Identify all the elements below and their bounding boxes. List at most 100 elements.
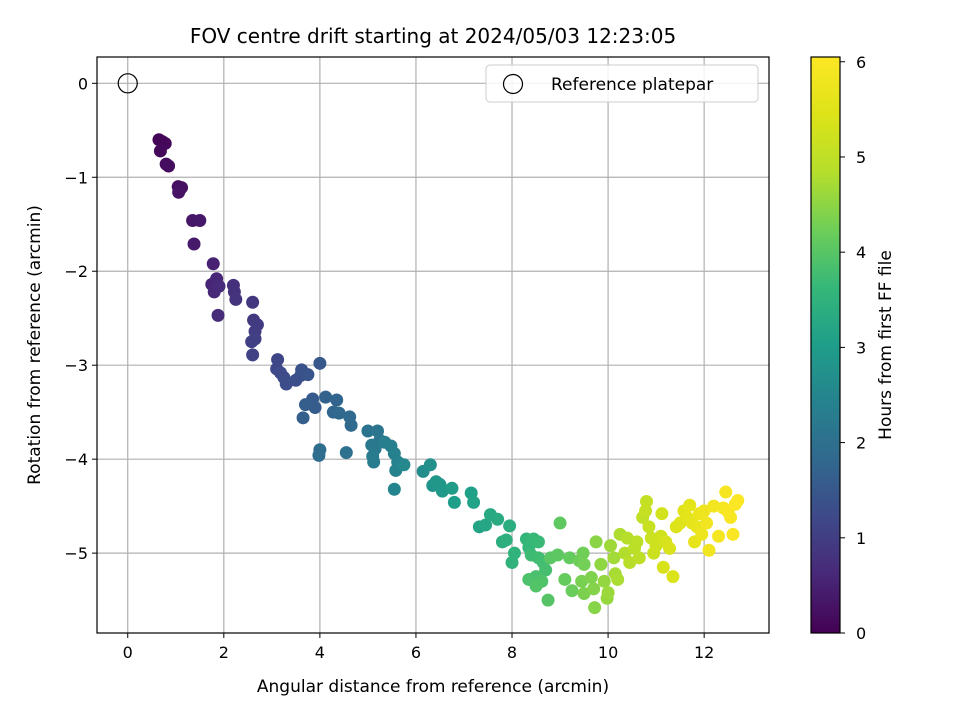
data-point bbox=[611, 572, 625, 586]
data-point bbox=[187, 237, 201, 251]
colorbar-gradient bbox=[811, 57, 840, 633]
data-point bbox=[642, 520, 656, 534]
data-point bbox=[640, 494, 654, 508]
data-point bbox=[607, 551, 621, 565]
colorbar-tick-label: 5 bbox=[856, 148, 866, 167]
data-point bbox=[491, 512, 505, 526]
data-point bbox=[702, 543, 716, 557]
data-point bbox=[601, 586, 615, 600]
data-point bbox=[539, 563, 553, 577]
data-point bbox=[339, 446, 353, 460]
y-axis-label: Rotation from reference (arcmin) bbox=[25, 205, 45, 485]
data-point bbox=[397, 458, 411, 472]
data-point bbox=[726, 527, 740, 541]
data-point bbox=[162, 159, 176, 173]
data-point bbox=[655, 507, 669, 521]
y-tick-label: 0 bbox=[78, 74, 88, 93]
data-point bbox=[246, 348, 260, 362]
data-point bbox=[479, 518, 493, 532]
y-tick-label: −3 bbox=[64, 356, 88, 375]
data-point bbox=[332, 406, 346, 420]
data-point bbox=[597, 574, 611, 588]
data-point bbox=[724, 510, 738, 524]
colorbar: 0 1 2 3 4 5 6 Hours from first FF file bbox=[810, 53, 896, 643]
x-tick-label: 12 bbox=[694, 643, 714, 662]
data-point bbox=[632, 551, 646, 565]
plot-frame bbox=[96, 56, 770, 634]
x-tick-label: 6 bbox=[411, 643, 421, 662]
reference-marker bbox=[117, 73, 138, 94]
data-point bbox=[361, 424, 375, 438]
x-tick-label: 8 bbox=[507, 643, 517, 662]
data-point bbox=[529, 579, 543, 593]
legend-marker-icon bbox=[502, 73, 524, 95]
data-point bbox=[577, 557, 591, 571]
data-point bbox=[312, 448, 326, 462]
data-point bbox=[503, 519, 517, 533]
data-point bbox=[229, 292, 243, 306]
data-point bbox=[683, 498, 697, 512]
chart-title: FOV centre drift starting at 2024/05/03 … bbox=[190, 24, 676, 48]
data-point bbox=[445, 481, 459, 495]
data-point bbox=[731, 494, 745, 508]
legend-label: Reference platepar bbox=[551, 75, 713, 95]
data-point bbox=[531, 535, 545, 549]
y-tick-label: −4 bbox=[64, 450, 88, 469]
data-point bbox=[271, 353, 285, 367]
data-point bbox=[467, 495, 481, 509]
data-point bbox=[387, 482, 401, 496]
data-point bbox=[639, 504, 653, 518]
data-point bbox=[330, 393, 344, 407]
y-axis-ticks: 0 −1 −2 −3 −4 −5 bbox=[64, 74, 97, 563]
data-point bbox=[298, 398, 312, 412]
colorbar-tick-label: 1 bbox=[856, 529, 866, 548]
data-point bbox=[603, 539, 617, 553]
legend: Reference platepar bbox=[485, 64, 759, 103]
data-point bbox=[584, 571, 598, 585]
data-point bbox=[707, 499, 721, 513]
data-point bbox=[623, 556, 637, 570]
data-points bbox=[152, 133, 745, 615]
colorbar-tick-label: 4 bbox=[856, 243, 866, 262]
data-point bbox=[565, 584, 579, 598]
y-tick-label: −2 bbox=[64, 262, 88, 281]
data-point bbox=[594, 557, 608, 571]
x-tick-label: 0 bbox=[123, 643, 133, 662]
data-point bbox=[447, 495, 461, 509]
data-point bbox=[296, 411, 310, 425]
colorbar-ticks: 0 1 2 3 4 5 6 bbox=[840, 53, 866, 643]
y-tick-label: −1 bbox=[64, 168, 88, 187]
x-tick-label: 10 bbox=[598, 643, 618, 662]
data-point bbox=[423, 458, 437, 472]
data-point bbox=[211, 308, 225, 322]
data-point bbox=[589, 535, 603, 549]
x-axis-label: Angular distance from reference (arcmin) bbox=[257, 677, 609, 697]
data-point bbox=[588, 601, 602, 615]
x-tick-label: 4 bbox=[315, 643, 325, 662]
data-point bbox=[587, 582, 601, 596]
data-point bbox=[248, 332, 262, 346]
legend-box bbox=[485, 64, 759, 103]
data-point bbox=[630, 535, 644, 549]
reference-point bbox=[117, 73, 138, 94]
data-point bbox=[719, 485, 733, 499]
data-point bbox=[344, 418, 358, 432]
data-point bbox=[246, 295, 260, 309]
y-tick-label: −5 bbox=[64, 544, 88, 563]
data-point bbox=[577, 587, 591, 601]
data-point bbox=[499, 533, 513, 547]
data-point bbox=[319, 390, 333, 404]
colorbar-tick-label: 2 bbox=[856, 434, 866, 453]
data-point bbox=[697, 504, 711, 518]
data-point bbox=[695, 527, 709, 541]
data-point bbox=[666, 570, 680, 584]
data-point bbox=[553, 516, 567, 530]
data-point bbox=[656, 560, 670, 574]
data-point bbox=[206, 257, 220, 271]
x-axis-ticks: 0 2 4 6 8 10 12 bbox=[123, 633, 714, 662]
data-point bbox=[153, 144, 167, 158]
data-point bbox=[558, 572, 572, 586]
grid-lines bbox=[97, 57, 769, 633]
data-point bbox=[576, 546, 590, 560]
data-point bbox=[313, 356, 327, 370]
